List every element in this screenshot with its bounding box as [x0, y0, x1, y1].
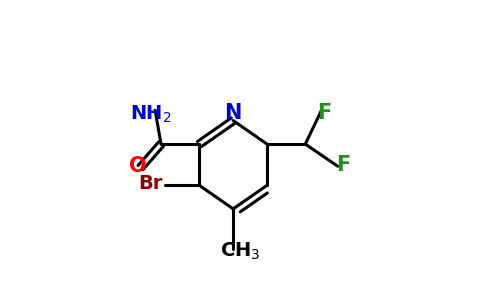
- Text: NH$_2$: NH$_2$: [130, 104, 171, 125]
- Text: N: N: [225, 103, 242, 123]
- Text: CH$_3$: CH$_3$: [220, 241, 261, 262]
- Text: F: F: [336, 155, 351, 175]
- Text: O: O: [129, 156, 146, 176]
- Text: F: F: [318, 103, 332, 123]
- Text: Br: Br: [138, 174, 163, 194]
